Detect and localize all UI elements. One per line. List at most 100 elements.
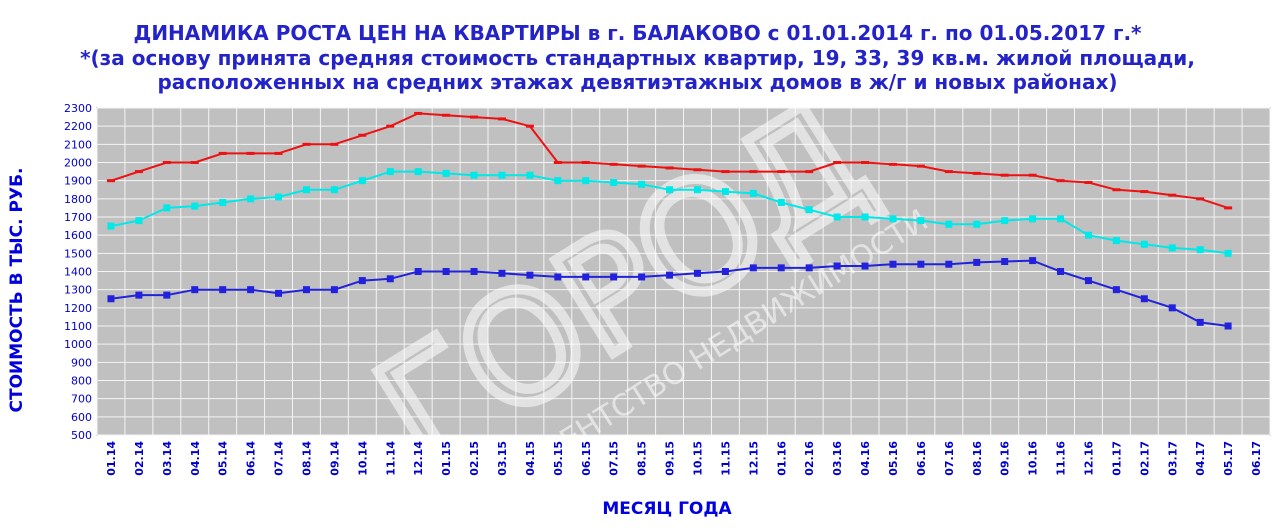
data-point [638, 273, 646, 281]
data-point [609, 162, 618, 166]
x-tick-label: 06.16 [915, 441, 928, 476]
x-tick-label: 07.16 [943, 441, 956, 476]
data-point [1029, 257, 1037, 265]
x-tick-label: 05.16 [887, 441, 900, 476]
series-2 [107, 168, 1232, 257]
x-axis-ticks: 01.14 02.14 03.14 04.14 05.14 06.14 07.14 08.14… [105, 441, 1263, 476]
data-point [470, 171, 478, 179]
chart-title-line-1: ДИНАМИКА РОСТА ЦЕН НА КВАРТИРЫ в г. БАЛА… [133, 21, 1142, 45]
x-tick-label: 12.14 [412, 441, 425, 476]
data-point [498, 269, 506, 277]
data-point [610, 273, 618, 281]
data-point [582, 177, 590, 185]
data-point [1056, 179, 1065, 183]
x-tick-label: 12.16 [1082, 441, 1095, 476]
data-point [777, 264, 785, 272]
x-tick-label: 07.14 [273, 441, 286, 476]
data-point [275, 289, 283, 297]
x-tick-label: 12.15 [747, 441, 760, 476]
y-tick-label: 2300 [64, 102, 92, 115]
data-point [1112, 188, 1121, 192]
data-point [135, 217, 143, 225]
data-point [749, 170, 758, 174]
y-tick-label: 900 [71, 356, 92, 369]
data-point [497, 117, 506, 121]
y-tick-label: 700 [71, 393, 92, 406]
data-point [916, 164, 925, 168]
data-point [861, 161, 870, 164]
x-tick-label: 01.14 [105, 441, 118, 476]
y-tick-label: 1500 [64, 247, 92, 260]
data-point [442, 169, 450, 177]
data-point [330, 186, 338, 194]
x-tick-label: 01.17 [1110, 441, 1123, 476]
x-tick-label: 04.15 [524, 441, 537, 476]
data-point [1196, 318, 1204, 326]
data-series [106, 111, 1233, 330]
data-point [1084, 277, 1092, 285]
x-tick-label: 11.14 [384, 441, 397, 476]
data-point [1168, 193, 1177, 197]
x-tick-label: 03.15 [496, 441, 509, 476]
x-tick-label: 09.15 [664, 441, 677, 476]
grid-lines [96, 107, 1271, 436]
data-point [1084, 180, 1093, 184]
data-point [889, 215, 897, 223]
data-point [610, 178, 618, 186]
data-point [135, 291, 143, 299]
data-point [944, 170, 953, 174]
data-point [693, 269, 701, 277]
x-tick-label: 10.16 [1027, 441, 1040, 476]
data-point [470, 115, 479, 119]
y-tick-label: 1700 [64, 211, 92, 224]
y-tick-label: 2000 [64, 157, 92, 170]
x-tick-label: 08.16 [971, 441, 984, 476]
chart-title-line-2: *(за основу принята средняя стоимость ст… [80, 46, 1195, 70]
data-point [1001, 258, 1009, 266]
y-tick-label: 1100 [64, 320, 92, 333]
x-tick-label: 09.14 [328, 441, 341, 476]
data-point [1196, 197, 1205, 201]
data-point [526, 271, 534, 279]
x-tick-label: 03.16 [831, 441, 844, 476]
y-tick-label: 1900 [64, 175, 92, 188]
data-point [358, 177, 366, 185]
y-tick-label: 800 [71, 375, 92, 388]
x-tick-label: 04.16 [859, 441, 872, 476]
data-point [1029, 215, 1037, 223]
data-point [973, 220, 981, 228]
y-axis-label: СТОИМОСТЬ В ТЫС. РУБ. [7, 168, 27, 413]
data-point [162, 161, 171, 164]
y-tick-label: 1000 [64, 338, 92, 351]
data-point [498, 171, 506, 179]
data-point [330, 142, 339, 146]
data-point [191, 286, 199, 294]
x-tick-label: 02.14 [133, 441, 146, 476]
x-tick-label: 04.14 [189, 441, 202, 476]
x-tick-label: 10.15 [691, 441, 704, 476]
x-tick-label: 08.14 [300, 441, 313, 476]
y-tick-label: 600 [71, 411, 92, 424]
y-tick-label: 1400 [64, 266, 92, 279]
data-point [386, 275, 394, 283]
x-tick-label: 06.14 [245, 441, 258, 476]
data-point [302, 186, 310, 194]
x-axis-label: МЕСЯЦ ГОДА [602, 499, 732, 519]
data-point [861, 213, 869, 221]
data-point [219, 286, 227, 294]
y-tick-label: 2200 [64, 120, 92, 133]
data-point [721, 268, 729, 275]
data-point [1112, 286, 1120, 294]
data-point [470, 268, 478, 275]
data-point [525, 124, 534, 128]
data-point [191, 202, 199, 210]
y-tick-label: 1600 [64, 229, 92, 242]
data-point [973, 258, 981, 266]
x-tick-label: 08.15 [636, 441, 649, 476]
data-point [553, 161, 562, 164]
data-point [1084, 231, 1092, 239]
data-point [1140, 240, 1148, 248]
data-point [917, 260, 925, 268]
series-1 [106, 111, 1233, 210]
data-point [1057, 215, 1065, 223]
